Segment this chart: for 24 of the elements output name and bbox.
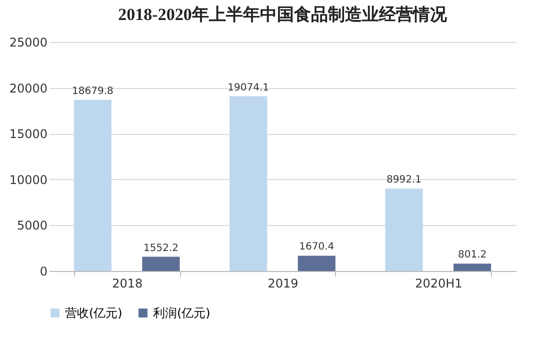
bar (142, 256, 180, 271)
legend-label: 利润(亿元) (153, 306, 210, 320)
bar (385, 188, 423, 271)
legend-label: 营收(亿元) (65, 306, 122, 320)
bar (74, 100, 112, 271)
data-label: 801.2 (458, 250, 487, 261)
bar (454, 264, 492, 271)
chart-title: 2018-2020年上半年中国食品制造业经营情况 (118, 5, 448, 24)
bar (230, 96, 268, 271)
data-label: 8992.1 (386, 174, 422, 186)
y-tick-label: 25000 (9, 36, 48, 50)
y-tick-label: 5000 (16, 218, 48, 233)
data-label: 19074.1 (228, 82, 270, 94)
bar (298, 256, 336, 271)
x-tick-label: 2020H1 (415, 276, 462, 290)
x-tick-label: 2018 (112, 276, 143, 290)
y-tick-label: 10000 (9, 172, 48, 187)
data-label: 1552.2 (143, 242, 178, 254)
data-label: 18679.8 (72, 86, 114, 97)
y-tick-label: 0 (40, 264, 48, 278)
x-tick-label: 2019 (268, 276, 298, 290)
y-tick-label: 15000 (9, 127, 48, 142)
y-tick-label: 20000 (9, 81, 48, 96)
data-label: 1670.4 (299, 242, 334, 253)
